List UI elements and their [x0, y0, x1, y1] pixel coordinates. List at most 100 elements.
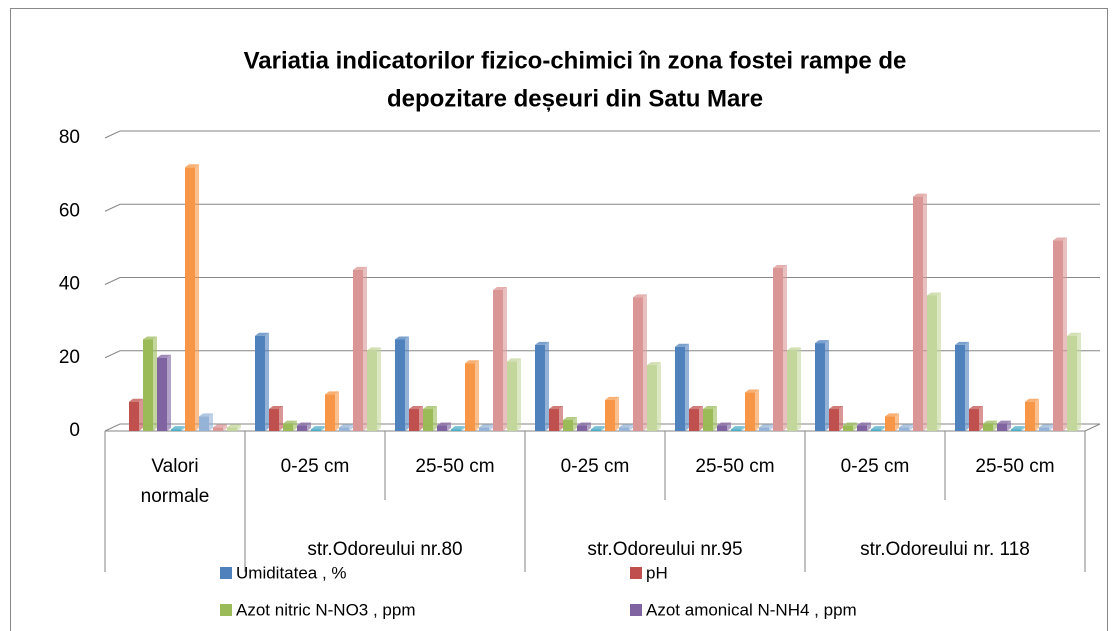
bar	[731, 429, 741, 431]
x-tick-label: 25-50 cm	[695, 456, 775, 477]
bar-side	[587, 422, 591, 431]
bar-side	[1049, 424, 1053, 431]
bar	[129, 401, 139, 431]
bar-top	[1053, 237, 1067, 241]
bar	[535, 344, 545, 431]
bar-top	[913, 193, 927, 197]
bar-top	[577, 422, 591, 426]
bar-side	[1035, 398, 1039, 431]
y-tick-label: 20	[59, 347, 80, 368]
bar-top	[731, 426, 745, 430]
bar	[843, 425, 853, 431]
bar-side	[335, 391, 339, 431]
bar-top	[493, 286, 507, 290]
bar-top	[1011, 426, 1025, 430]
legend-swatch	[220, 604, 232, 616]
bar	[1039, 427, 1049, 431]
x-tick-label: 0-25 cm	[560, 456, 630, 477]
bar-side	[853, 422, 857, 431]
y-tick-label: 40	[59, 274, 80, 295]
bar-side	[363, 266, 367, 431]
bar-side	[1063, 237, 1067, 431]
bar-top	[955, 341, 969, 345]
bar-top	[1039, 424, 1053, 428]
bar-side	[629, 424, 633, 431]
bar-side	[769, 424, 773, 431]
bar-side	[909, 424, 913, 431]
grid-line	[104, 130, 1100, 139]
legend-swatch	[630, 604, 642, 616]
bar	[353, 269, 363, 431]
bar-top	[507, 358, 521, 362]
bar	[563, 420, 573, 431]
axis-line	[1084, 423, 1101, 432]
bar	[185, 167, 195, 432]
bar	[619, 427, 629, 431]
bar-side	[377, 347, 381, 431]
bar-top	[367, 347, 381, 351]
bar-top	[675, 343, 689, 347]
bar-side	[503, 286, 507, 431]
bar-top	[1067, 332, 1081, 336]
y-tick-label: 80	[59, 127, 80, 148]
bar-side	[797, 347, 801, 431]
bar	[969, 409, 979, 431]
bar-top	[171, 426, 185, 430]
bar-side	[685, 343, 689, 431]
bar	[549, 409, 559, 431]
bar	[857, 425, 867, 431]
bar-top	[857, 422, 871, 426]
bar-side	[881, 426, 885, 431]
y-tick-label: 60	[59, 200, 80, 221]
bar-top	[353, 266, 367, 270]
bar-side	[895, 413, 899, 431]
chart-title: depozitare deșeuri din Satu Mare	[387, 85, 763, 112]
bar-side	[601, 426, 605, 431]
bar	[507, 361, 517, 431]
bar	[927, 295, 937, 431]
bar-top	[1025, 398, 1039, 402]
bar-top	[843, 422, 857, 426]
group-label: str.Odoreului nr.80	[307, 539, 463, 560]
bar	[199, 416, 209, 431]
bar	[955, 344, 965, 431]
bar	[829, 409, 839, 431]
bar-top	[885, 413, 899, 417]
bar-top	[213, 424, 227, 428]
bar-side	[209, 413, 213, 431]
bar-side	[475, 360, 479, 431]
bar-top	[479, 424, 493, 428]
bar-side	[741, 426, 745, 431]
x-tick-label: 25-50 cm	[415, 456, 495, 477]
bar-side	[153, 336, 157, 431]
bar-side	[223, 424, 227, 431]
bar-side	[279, 406, 283, 431]
chart-title: Variatia indicatorilor fizico-chimici în…	[244, 47, 907, 74]
legend-label: Azot nitric N-NO3 , ppm	[236, 600, 416, 619]
bar-top	[997, 420, 1011, 424]
bar-side	[727, 422, 731, 431]
bar-top	[311, 426, 325, 430]
bar-top	[255, 332, 269, 336]
bar	[633, 297, 643, 431]
bar	[745, 392, 755, 431]
bar-top	[619, 424, 633, 428]
bar	[395, 339, 405, 431]
bar-top	[829, 406, 843, 410]
bar	[1067, 335, 1077, 431]
bar	[465, 363, 475, 431]
x-tick-label: 0-25 cm	[840, 456, 910, 477]
bar-top	[605, 396, 619, 400]
bar-side	[293, 420, 297, 431]
legend-label: pH	[646, 563, 668, 582]
bar-top	[269, 406, 283, 410]
bar-top	[199, 413, 213, 417]
bar-side	[405, 336, 409, 431]
bar	[311, 429, 321, 431]
bar-side	[237, 424, 241, 431]
x-tick-label: 25-50 cm	[975, 456, 1055, 477]
bar	[143, 339, 153, 431]
bar-top	[395, 336, 409, 340]
bar-top	[591, 426, 605, 430]
